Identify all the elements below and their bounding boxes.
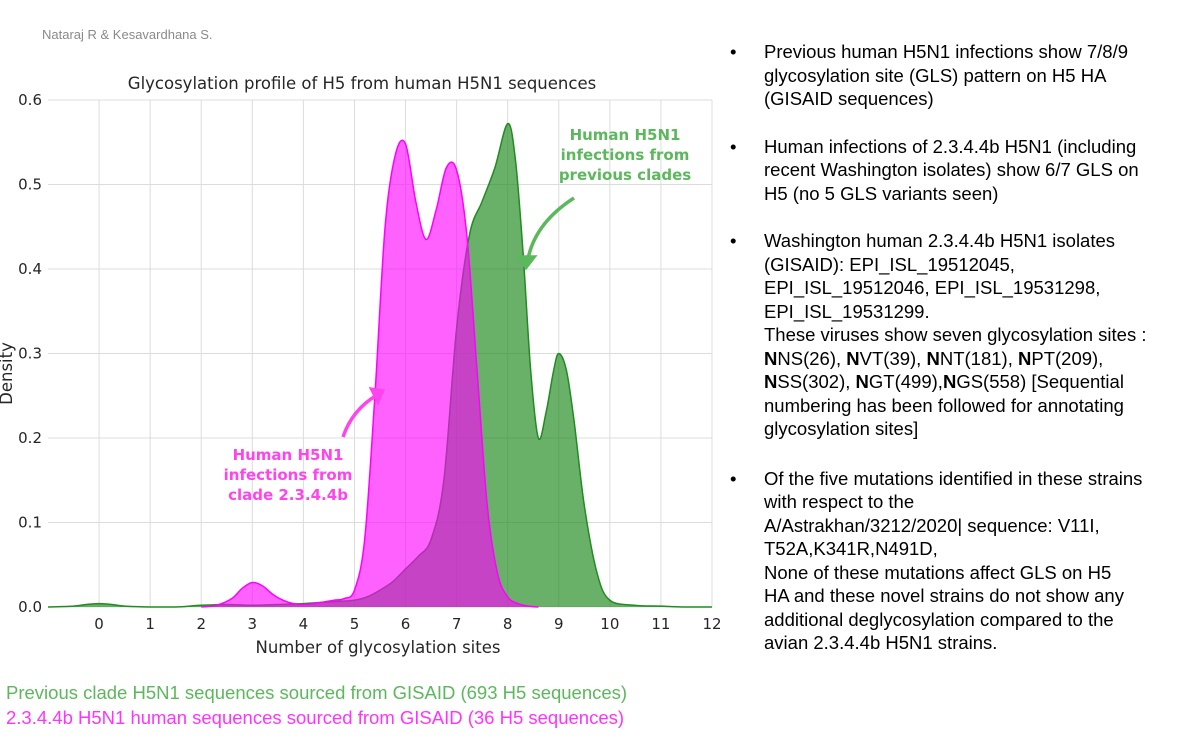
- y-tick-label: 0.6: [18, 91, 42, 109]
- bullet-line: These viruses show seven glycosylation s…: [764, 324, 1147, 345]
- site-residue: N: [764, 347, 778, 369]
- site-rest: GT(499),: [868, 371, 943, 392]
- bullet-line: EPI_ISL_19531299.: [764, 300, 930, 322]
- arrowhead-previous-clades: [515, 255, 538, 271]
- annotations: Human H5N1 infections from previous clades…: [224, 126, 692, 504]
- x-tick-label: 2: [196, 615, 206, 633]
- bullet-line: None of these mutations affect GLS on H5: [764, 561, 1112, 583]
- annotation-previous-clades: Human H5N1: [570, 126, 681, 144]
- site-residue: N: [1017, 347, 1032, 369]
- site-residue: N: [942, 371, 957, 392]
- y-tick-label: 0.2: [18, 429, 42, 447]
- bullet-mark: •: [730, 230, 737, 251]
- bullet-line: H5 (no 5 GLS variants seen): [764, 182, 999, 204]
- bullet-mark: •: [730, 41, 737, 62]
- annotation-previous-clades: previous clades: [559, 166, 691, 184]
- site-rest: NS(26),: [777, 347, 847, 369]
- x-tick-label: 10: [600, 615, 619, 633]
- annotation-clade-2344b: infections from: [224, 466, 353, 484]
- caption-previous-clade: Previous clade H5N1 sequences sourced fr…: [6, 682, 628, 703]
- clade-2344b-density-area: [201, 140, 539, 607]
- author-credit: Nataraj R & Kesavardhana S.: [42, 27, 213, 42]
- site-rest: NT(181),: [939, 347, 1018, 369]
- site-rest: GS(558) [Sequential: [956, 371, 1124, 392]
- bullet-line: EPI_ISL_19512046, EPI_ISL_19531298,: [764, 277, 1101, 298]
- x-tick-label: 7: [452, 615, 462, 633]
- x-tick-label: 0: [94, 615, 104, 633]
- bullet-line: (GISAID sequences): [764, 88, 934, 109]
- axes: 0 1 2 3 4 5 6 7 8 9 10 11 120.00.10.20.30.40.50.6Gly…: [0, 74, 720, 657]
- bullet-item: • Previous human H5N1 infections show 7/…: [730, 40, 1196, 111]
- bullet-line: glycosylation sites]: [764, 418, 919, 439]
- x-tick-label: 1: [145, 615, 155, 633]
- bullet-line: recent Washington isolates) show 6/7 GLS…: [764, 159, 1139, 180]
- bullet-list: • Previous human H5N1 infections show 7/…: [730, 40, 1196, 655]
- site-residue: N: [855, 371, 869, 392]
- bullet-item: • Human infections of 2.3.4.4b H5N1 (inc…: [730, 135, 1196, 206]
- x-tick-label: 9: [554, 615, 564, 633]
- clade-2344b-density-line: [201, 139, 539, 608]
- glycosylation-sites-line-1: NNS(26), NVT(39), NNT(181), NPT(209),: [764, 347, 1196, 371]
- x-tick-label: 5: [350, 615, 360, 633]
- site-rest: VT(39),: [859, 347, 927, 369]
- bullet-line: with respect to the: [764, 491, 915, 512]
- x-tick-label: 4: [299, 615, 309, 633]
- x-tick-label: 6: [401, 615, 411, 633]
- site-residue: N: [926, 347, 940, 369]
- bullet-line: Human infections of 2.3.4.4b H5N1 (inclu…: [764, 135, 1137, 157]
- density-series: [47, 122, 712, 608]
- bullet-mark: •: [730, 135, 737, 157]
- bullet-line: glycosylation site (GLS) pattern on H5 H…: [764, 64, 1107, 86]
- site-rest: SS(302),: [777, 371, 856, 392]
- caption-2-3-4-4b: 2.3.4.4b H5N1 human sequences sourced fr…: [6, 707, 625, 728]
- arrow-previous-clades: [525, 196, 575, 266]
- bullet-item: • Washington human 2.3.4.4b H5N1 isolate…: [730, 229, 1196, 441]
- y-tick-label: 0.5: [18, 176, 42, 194]
- bullet-line: A/Astrakhan/3212/2020| sequence: V11I,: [764, 514, 1100, 536]
- x-tick-label: 3: [248, 615, 258, 633]
- bullet-line: Of the five mutations identified in thes…: [764, 467, 1143, 489]
- arrowhead-clade-2344b: [368, 387, 386, 406]
- x-tick-label: 11: [651, 615, 670, 633]
- x-axis-label: Number of glycosylation sites: [256, 638, 501, 657]
- arrow-clade-2344b: [341, 393, 378, 438]
- site-rest: PT(209),: [1031, 347, 1104, 369]
- bullet-line: additional deglycosylation compared to t…: [764, 608, 1114, 630]
- bullet-line: avian 2.3.4.4b H5N1 strains.: [764, 632, 998, 653]
- bullet-line: T52A,K341R,N491D,: [764, 538, 938, 559]
- x-tick-label: 12: [702, 615, 720, 633]
- annotation-clade-2344b: Human H5N1: [233, 446, 344, 464]
- y-tick-label: 0.1: [18, 514, 42, 532]
- bullet-line: numbering has been followed for annotati…: [764, 394, 1124, 416]
- bullet-mark: •: [730, 467, 737, 489]
- y-tick-label: 0.4: [18, 260, 42, 278]
- bullet-line: Washington human 2.3.4.4b H5N1 isolates: [764, 230, 1116, 251]
- glycosylation-sites-line-2: NSS(302), NGT(499),NGS(558) [Sequential: [764, 370, 1196, 394]
- previous-clades-density-area: [48, 123, 712, 607]
- bullet-line: HA and these novel strains do not show a…: [764, 585, 1124, 606]
- x-tick-label: 8: [503, 615, 513, 633]
- annotation-clade-2344b: clade 2.3.4.4b: [228, 486, 348, 504]
- bullet-item: • Of the five mutations identified in th…: [730, 467, 1196, 655]
- y-axis-label: Density: [0, 342, 16, 405]
- bullet-line: Previous human H5N1 infections show 7/8/…: [764, 41, 1129, 62]
- site-residue: N: [846, 347, 860, 369]
- y-tick-label: 0.3: [18, 345, 42, 363]
- chart-title: Glycosylation profile of H5 from human H…: [128, 74, 596, 93]
- density-chart: 0 1 2 3 4 5 6 7 8 9 10 11 120.00.10.20.30.40.50.6Gly…: [0, 74, 720, 657]
- bullet-line: (GISAID): EPI_ISL_19512045,: [764, 253, 1015, 275]
- y-tick-label: 0.0: [18, 598, 42, 616]
- site-residue: N: [764, 371, 778, 392]
- annotation-previous-clades: infections from: [561, 146, 690, 164]
